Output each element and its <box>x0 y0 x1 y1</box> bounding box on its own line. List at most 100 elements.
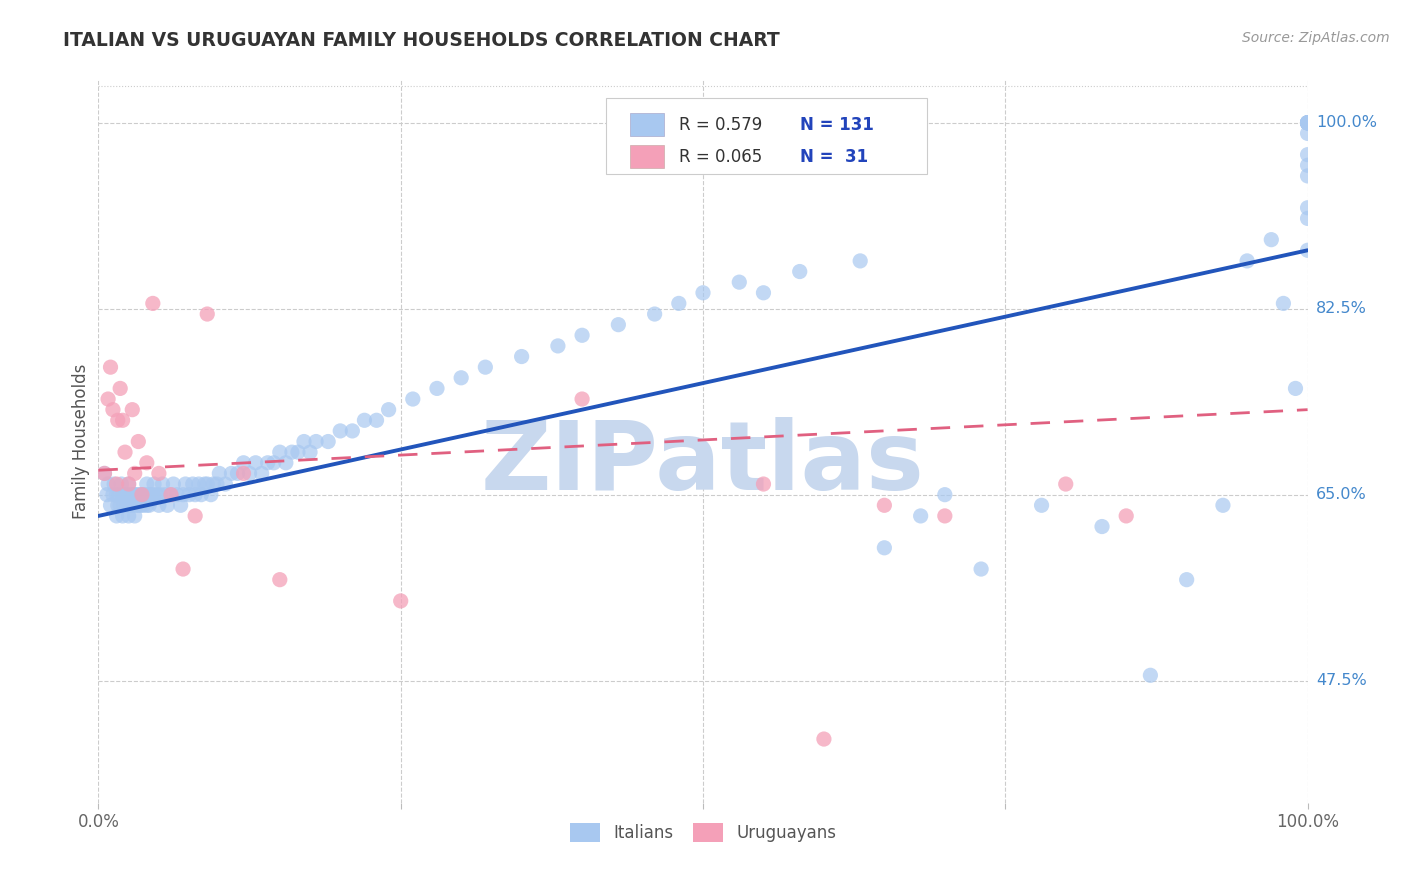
Point <box>153 488 176 502</box>
Point <box>105 508 128 523</box>
Point <box>1296 244 1319 258</box>
Text: ITALIAN VS URUGUAYAN FAMILY HOUSEHOLDS CORRELATION CHART: ITALIAN VS URUGUAYAN FAMILY HOUSEHOLDS C… <box>63 31 780 50</box>
Text: ZIPatlas: ZIPatlas <box>481 417 925 509</box>
Point <box>138 498 160 512</box>
Point <box>329 424 352 438</box>
Point <box>172 488 194 502</box>
Point <box>547 339 569 353</box>
Point <box>873 541 896 555</box>
Point <box>100 360 122 375</box>
Point <box>108 498 131 512</box>
Point <box>114 488 136 502</box>
Point <box>184 508 207 523</box>
Point <box>205 477 228 491</box>
Point <box>353 413 375 427</box>
Point <box>129 498 152 512</box>
Point <box>873 498 896 512</box>
Point <box>93 467 115 481</box>
Point <box>108 488 131 502</box>
Point <box>131 488 153 502</box>
Point <box>269 445 291 459</box>
Point <box>1272 296 1295 310</box>
Point <box>114 445 136 459</box>
Point <box>1296 158 1319 172</box>
Point <box>121 498 143 512</box>
Point <box>181 477 204 491</box>
Point <box>752 477 775 491</box>
Point <box>117 488 139 502</box>
Point <box>148 467 170 481</box>
Point <box>450 371 472 385</box>
Point <box>156 498 179 512</box>
Point <box>139 488 162 502</box>
Point <box>1296 116 1319 130</box>
Point <box>184 488 207 502</box>
Point <box>134 488 156 502</box>
Point <box>1031 498 1053 512</box>
Point <box>172 562 194 576</box>
Point <box>174 477 197 491</box>
Point <box>135 456 157 470</box>
Point <box>112 498 135 512</box>
Point <box>195 477 218 491</box>
Point <box>127 498 149 512</box>
Point <box>1236 254 1258 268</box>
Point <box>93 467 115 481</box>
Point <box>127 434 149 449</box>
Bar <box>630 113 664 136</box>
Point <box>377 402 399 417</box>
Point <box>194 477 217 491</box>
Point <box>1296 116 1319 130</box>
Point <box>125 498 148 512</box>
Legend: Italians, Uruguayans: Italians, Uruguayans <box>562 816 844 848</box>
Point <box>292 434 315 449</box>
Point <box>105 488 128 502</box>
Point <box>239 467 262 481</box>
Point <box>120 488 142 502</box>
Point <box>287 445 309 459</box>
Point <box>118 477 141 491</box>
Point <box>366 413 388 427</box>
FancyBboxPatch shape <box>606 98 927 174</box>
Point <box>1175 573 1198 587</box>
Point <box>1296 116 1319 130</box>
Point <box>813 732 835 747</box>
Point <box>202 477 225 491</box>
Point <box>644 307 666 321</box>
Point <box>510 350 533 364</box>
Point <box>1139 668 1161 682</box>
Point <box>274 456 297 470</box>
Y-axis label: Family Households: Family Households <box>72 364 90 519</box>
Point <box>226 467 249 481</box>
Point <box>934 508 956 523</box>
Point <box>607 318 630 332</box>
Point <box>1296 201 1319 215</box>
Point <box>214 477 236 491</box>
Point <box>389 594 412 608</box>
Point <box>122 488 145 502</box>
Text: R = 0.579: R = 0.579 <box>679 116 762 134</box>
Point <box>1296 116 1319 130</box>
Text: 82.5%: 82.5% <box>1316 301 1367 317</box>
Point <box>316 434 339 449</box>
Point <box>256 456 278 470</box>
Point <box>111 508 134 523</box>
Point <box>115 498 138 512</box>
Point <box>1054 477 1077 491</box>
Point <box>160 488 183 502</box>
Point <box>1260 233 1282 247</box>
Text: N =  31: N = 31 <box>800 148 868 166</box>
Point <box>149 488 172 502</box>
Point <box>111 413 134 427</box>
Point <box>200 488 222 502</box>
Point <box>250 467 273 481</box>
Point <box>135 498 157 512</box>
Point <box>221 467 243 481</box>
Point <box>571 392 593 406</box>
Point <box>1115 508 1137 523</box>
Point <box>127 488 149 502</box>
Point <box>101 402 124 417</box>
Point <box>1296 116 1319 130</box>
Point <box>162 477 184 491</box>
Text: N = 131: N = 131 <box>800 116 873 134</box>
